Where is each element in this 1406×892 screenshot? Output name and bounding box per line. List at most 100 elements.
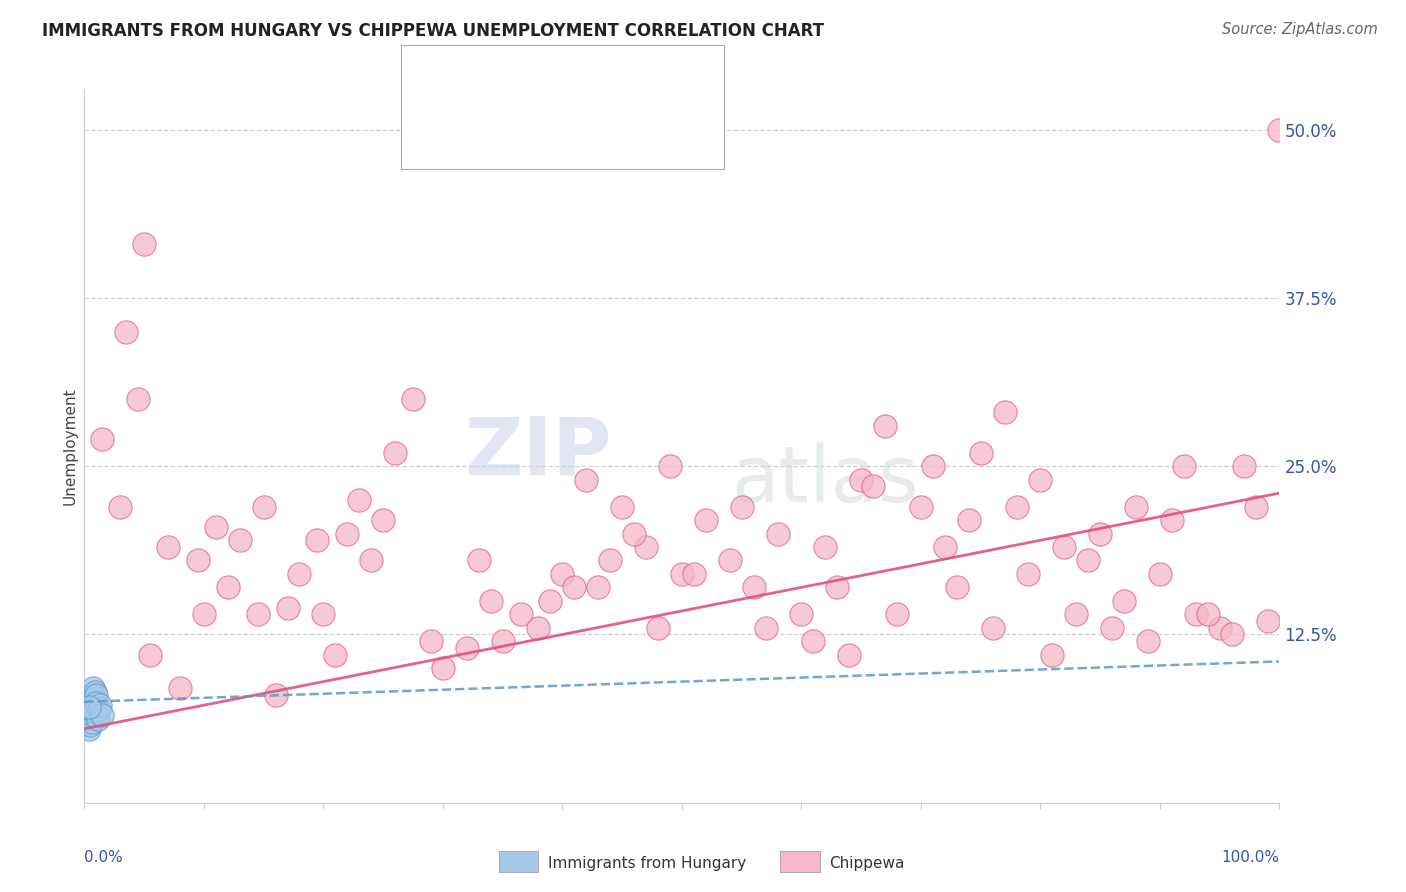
Point — [1066, 607, 1088, 622]
Point — [825, 580, 848, 594]
Point — [1208, 621, 1230, 635]
Point — [849, 473, 872, 487]
Point — [187, 553, 209, 567]
Point — [1017, 566, 1039, 581]
Point — [84, 688, 107, 702]
Point — [84, 696, 107, 710]
Point — [623, 526, 645, 541]
Point — [402, 392, 425, 406]
Point — [551, 566, 574, 581]
Point — [139, 648, 162, 662]
Point — [83, 695, 105, 709]
Text: R =  0.537   N =  94: R = 0.537 N = 94 — [461, 114, 654, 128]
Point — [91, 708, 114, 723]
Point — [79, 708, 101, 723]
Point — [323, 648, 346, 662]
Point — [981, 621, 1004, 635]
Point — [718, 553, 741, 567]
Point — [87, 701, 110, 715]
Text: Chippewa: Chippewa — [830, 856, 905, 871]
Point — [1112, 594, 1135, 608]
Point — [562, 580, 585, 594]
Point — [695, 513, 717, 527]
Point — [1197, 607, 1219, 622]
Point — [384, 446, 406, 460]
Text: R =  0.040   N =  21: R = 0.040 N = 21 — [461, 70, 654, 84]
Text: 100.0%: 100.0% — [1222, 850, 1279, 865]
Point — [312, 607, 335, 622]
Point — [575, 473, 598, 487]
Point — [336, 526, 359, 541]
Point — [509, 607, 531, 622]
Point — [647, 621, 669, 635]
Point — [610, 500, 633, 514]
Point — [80, 687, 103, 701]
Point — [1029, 473, 1052, 487]
Point — [527, 621, 550, 635]
Point — [599, 553, 621, 567]
Point — [922, 459, 945, 474]
Point — [1173, 459, 1195, 474]
Point — [910, 500, 932, 514]
Point — [84, 690, 107, 705]
Point — [588, 580, 610, 594]
Text: IMMIGRANTS FROM HUNGARY VS CHIPPEWA UNEMPLOYMENT CORRELATION CHART: IMMIGRANTS FROM HUNGARY VS CHIPPEWA UNEM… — [42, 22, 824, 40]
Point — [288, 566, 311, 581]
Point — [83, 703, 105, 717]
Point — [970, 446, 993, 460]
Text: Source: ZipAtlas.com: Source: ZipAtlas.com — [1222, 22, 1378, 37]
Point — [228, 533, 250, 548]
Text: ZIP: ZIP — [465, 414, 612, 491]
Point — [945, 580, 967, 594]
Point — [91, 432, 114, 446]
Point — [82, 681, 104, 696]
Point — [193, 607, 215, 622]
Point — [157, 540, 180, 554]
Point — [1088, 526, 1111, 541]
Point — [1136, 634, 1159, 648]
Point — [467, 553, 491, 567]
Point — [634, 540, 657, 554]
Point — [84, 685, 107, 699]
Point — [934, 540, 956, 554]
Point — [1256, 614, 1278, 628]
Point — [766, 526, 789, 541]
Point — [79, 698, 101, 713]
Point — [349, 492, 371, 507]
Point — [492, 634, 515, 648]
Point — [1101, 621, 1123, 635]
Point — [127, 392, 149, 406]
Point — [77, 700, 100, 714]
Point — [1077, 553, 1099, 567]
Point — [80, 706, 103, 721]
Point — [115, 325, 138, 339]
Point — [432, 661, 454, 675]
Point — [1184, 607, 1206, 622]
Point — [1268, 122, 1291, 136]
Text: 0.0%: 0.0% — [84, 850, 124, 865]
Point — [89, 698, 111, 712]
Point — [169, 681, 191, 696]
Point — [1053, 540, 1076, 554]
Point — [754, 621, 776, 635]
Point — [79, 717, 101, 731]
Point — [276, 600, 298, 615]
Point — [479, 594, 502, 608]
Point — [1149, 566, 1171, 581]
Text: Immigrants from Hungary: Immigrants from Hungary — [548, 856, 747, 871]
Point — [77, 722, 100, 736]
Point — [838, 648, 860, 662]
Point — [1125, 500, 1147, 514]
Point — [1040, 648, 1063, 662]
Point — [658, 459, 681, 474]
Point — [993, 405, 1015, 419]
Point — [82, 704, 104, 718]
Point — [253, 500, 276, 514]
Point — [217, 580, 239, 594]
Point — [683, 566, 704, 581]
Point — [873, 418, 897, 433]
Point — [307, 533, 329, 548]
Point — [80, 714, 103, 729]
Point — [205, 520, 228, 534]
Point — [264, 688, 287, 702]
